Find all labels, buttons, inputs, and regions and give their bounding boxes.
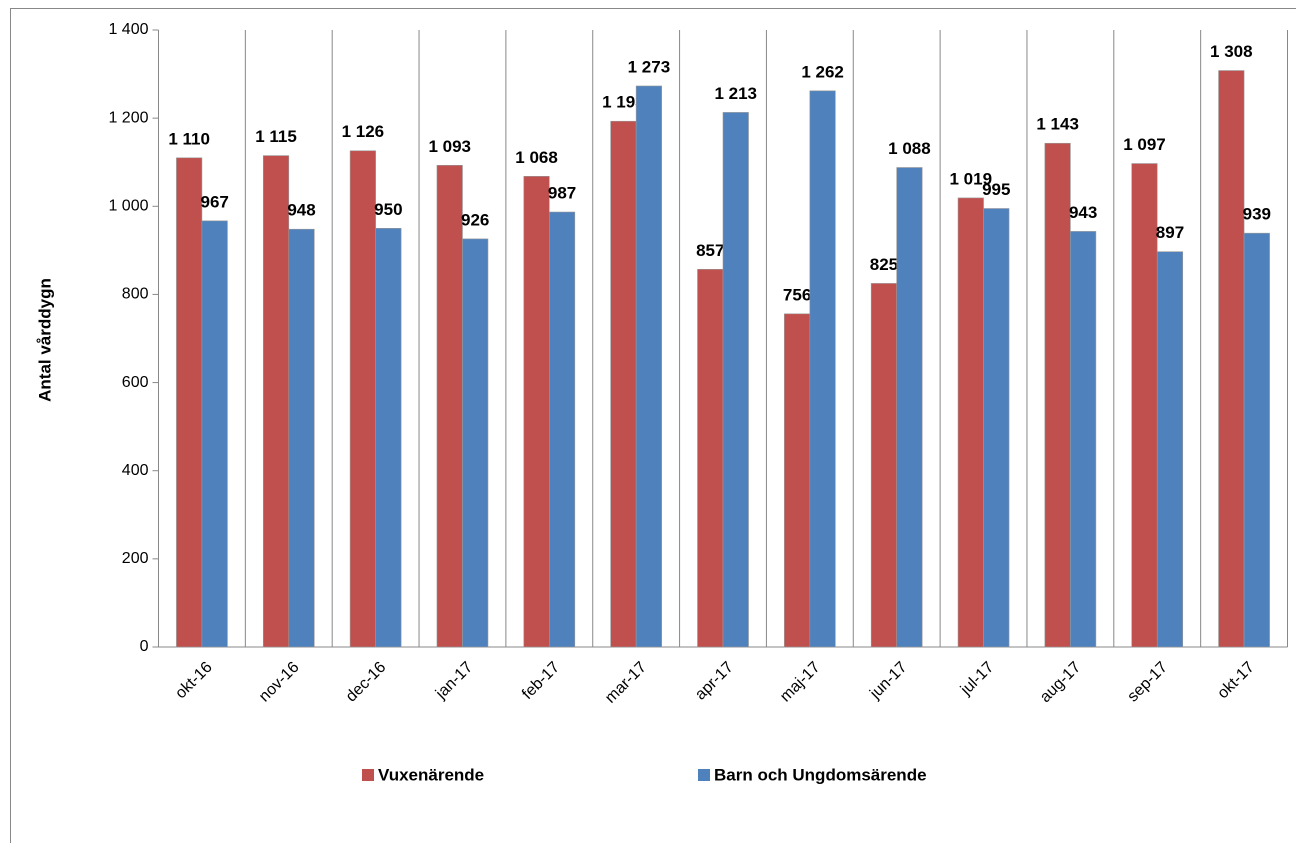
bar — [784, 313, 811, 648]
bar — [896, 167, 923, 648]
data-label: 1 308 — [1210, 42, 1253, 61]
data-label: 825 — [870, 255, 898, 274]
bar — [983, 208, 1010, 648]
x-tick-label: nov-16 — [256, 659, 303, 706]
x-tick-label: okt-17 — [1214, 659, 1258, 703]
y-tick-label: 1 400 — [108, 21, 148, 38]
y-tick-label: 1 200 — [108, 109, 148, 126]
bar — [610, 120, 637, 648]
data-label: 756 — [783, 285, 811, 304]
data-label: 1 262 — [801, 62, 844, 81]
data-label: 897 — [1156, 223, 1184, 242]
data-label: 926 — [461, 210, 489, 229]
x-tick-label: okt-16 — [172, 659, 216, 703]
x-tick-label: sep-17 — [1124, 659, 1171, 706]
data-label: 987 — [548, 183, 576, 202]
bar — [870, 283, 897, 648]
y-tick-label: 400 — [122, 462, 149, 479]
bar — [375, 228, 402, 648]
y-tick-label: 800 — [122, 286, 149, 303]
bar — [462, 238, 489, 648]
x-tick-label: jul-17 — [957, 659, 997, 699]
data-label: 1 126 — [342, 122, 385, 141]
data-label: 1 019 — [950, 169, 993, 188]
chart-frame — [10, 8, 1296, 843]
x-tick-label: jun-17 — [866, 659, 910, 703]
data-label: 943 — [1069, 203, 1097, 222]
data-label: 1 193 — [602, 93, 645, 112]
x-tick-label: feb-17 — [519, 659, 563, 703]
x-tick-label: apr-17 — [692, 659, 737, 704]
data-label: 1 097 — [1123, 135, 1166, 154]
y-tick-label: 600 — [122, 374, 149, 391]
bar — [1044, 142, 1071, 648]
x-tick-label: jan-17 — [432, 659, 476, 703]
x-tick-label: aug-17 — [1037, 659, 1084, 706]
x-tick-label: dec-16 — [343, 659, 390, 706]
data-label: 967 — [200, 192, 228, 211]
data-label: 1 110 — [168, 129, 210, 148]
data-label: 1 213 — [714, 84, 757, 103]
bar — [957, 197, 984, 648]
bar — [176, 157, 203, 648]
bar — [436, 164, 463, 648]
legend-swatch — [362, 769, 374, 781]
y-tick-label: 1 000 — [108, 198, 148, 215]
x-tick-label: mar-17 — [602, 659, 650, 707]
bar — [809, 90, 836, 648]
data-label: 1 093 — [428, 137, 471, 156]
data-label: 1 088 — [888, 139, 931, 158]
y-tick-label: 0 — [140, 638, 149, 655]
bar — [722, 112, 749, 648]
data-label: 1 115 — [255, 127, 297, 146]
bar — [523, 176, 550, 648]
bar — [201, 220, 228, 648]
data-label: 857 — [696, 241, 724, 260]
data-label: 1 143 — [1036, 115, 1079, 134]
y-axis-label: Antal vårddygn — [35, 278, 54, 402]
bar — [697, 269, 724, 648]
data-label: 948 — [287, 201, 315, 220]
bar — [288, 228, 315, 648]
legend-swatch — [698, 769, 710, 781]
data-label: 995 — [982, 180, 1010, 199]
bar — [1156, 251, 1184, 648]
bar — [349, 150, 376, 648]
data-label: 1 068 — [515, 148, 558, 167]
y-tick-label: 200 — [122, 550, 149, 567]
bar — [549, 211, 576, 648]
bar — [1131, 163, 1158, 648]
bar — [635, 85, 662, 648]
bar — [1070, 231, 1097, 648]
bar — [262, 155, 290, 648]
legend-label: Barn och Ungdomsärende — [714, 765, 927, 784]
bar — [1218, 70, 1245, 648]
x-tick-label: maj-17 — [777, 659, 824, 706]
data-label: 950 — [374, 200, 402, 219]
legend-label: Vuxenärende — [378, 765, 484, 784]
data-label: 939 — [1243, 205, 1271, 224]
bar — [1243, 232, 1270, 648]
data-label: 1 273 — [628, 57, 671, 76]
